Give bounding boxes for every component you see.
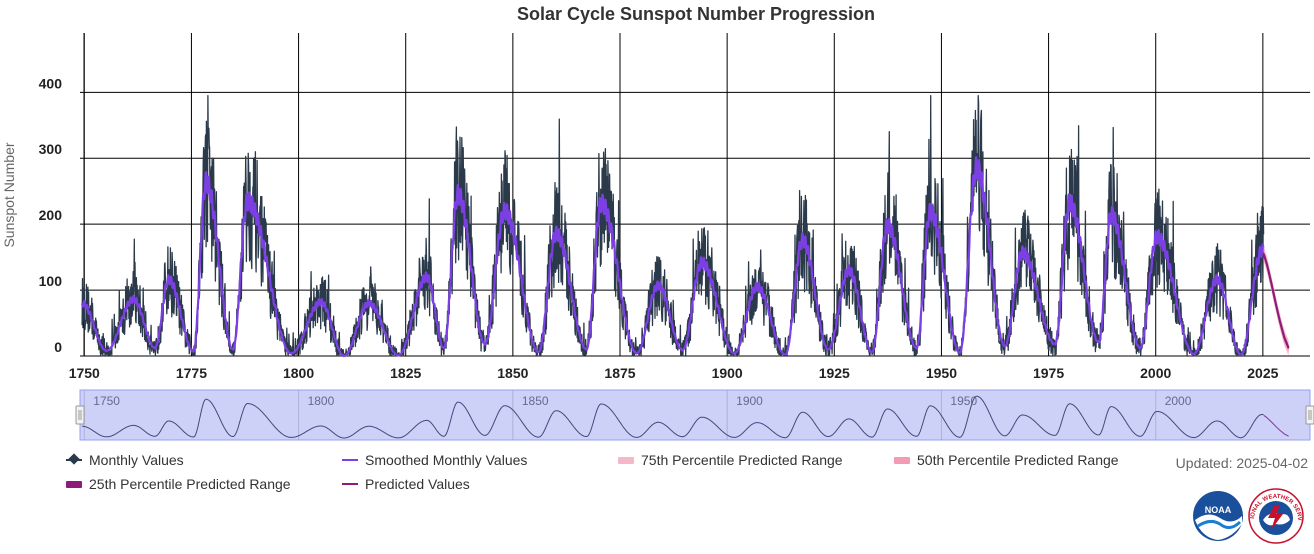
x-tick-label: 1925 [819, 365, 850, 381]
y-tick-label: 200 [39, 207, 63, 223]
navigator-right-handle[interactable] [1305, 405, 1314, 425]
y-tick-label: 400 [39, 75, 63, 91]
navigator-tick-label: 2000 [1165, 394, 1192, 408]
x-tick-labels: 1750 1775 1800 1825 1850 1875 1900 1925 1950 1975… [69, 365, 1279, 381]
x-tick-label: 1950 [926, 365, 957, 381]
legend-label: 50th Percentile Predicted Range [917, 452, 1119, 468]
series-predicted-values [1262, 253, 1290, 349]
y-tick-label: 100 [39, 273, 63, 289]
plot-area [80, 33, 1310, 356]
legend-label: Smoothed Monthly Values [365, 452, 528, 468]
navigator-tick-label: 1950 [950, 394, 977, 408]
legend-item-50th-percentile[interactable]: 50th Percentile Predicted Range [894, 452, 1119, 468]
predicted-values-swatch [342, 483, 358, 485]
handle-grip [1305, 405, 1314, 425]
legend-item-monthly-values[interactable]: Monthly Values [66, 452, 184, 468]
navigator-tick-label: 1800 [308, 394, 335, 408]
legend-label: Predicted Values [365, 476, 470, 492]
25th-percentile-swatch [66, 480, 82, 488]
legend-item-predicted-values[interactable]: Predicted Values [342, 476, 470, 492]
x-tick-label: 1750 [69, 365, 100, 381]
agency-logos: NOAA NATIONAL WEATHER SERVICE [1186, 484, 1304, 544]
series-monthly-values [81, 94, 1265, 357]
y-tick-labels: 0 100 200 300 400 [39, 75, 63, 355]
75th-percentile-swatch [618, 456, 634, 464]
50th-percentile-swatch [894, 456, 910, 464]
navigator-left-handle[interactable] [75, 405, 85, 425]
logos: NOAA NATIONAL WEATHER SERVICE [1186, 484, 1308, 548]
navigator-tick-label: 1850 [522, 394, 549, 408]
grid-lines [80, 33, 1310, 357]
y-tick-label: 300 [39, 141, 63, 157]
x-tick-label: 1825 [390, 365, 421, 381]
x-tick-label: 2025 [1247, 365, 1278, 381]
x-tick-label: 2000 [1140, 365, 1171, 381]
navigator-tick-label: 1750 [93, 394, 120, 408]
navigator-selection [79, 389, 1311, 441]
legend-label: Monthly Values [89, 452, 184, 468]
updated-date: Updated: 2025-04-02 [1175, 455, 1308, 471]
navigator-predicted-line [1263, 414, 1289, 437]
monthly-values-swatch [66, 453, 82, 465]
series-layer [81, 94, 1290, 358]
noaa-logo-text: NOAA [1205, 505, 1232, 515]
x-tick-label: 1850 [497, 365, 528, 381]
legend-label: 75th Percentile Predicted Range [641, 452, 843, 468]
legend-item-75th-percentile[interactable]: 75th Percentile Predicted Range [618, 452, 843, 468]
navigator-series-line [82, 395, 1264, 439]
x-tick-label: 1800 [283, 365, 314, 381]
legend-label: 25th Percentile Predicted Range [89, 476, 291, 492]
x-tick-label: 1875 [604, 365, 635, 381]
y-axis-label: Sunspot Number [1, 142, 17, 247]
y-tick-label: 0 [54, 339, 62, 355]
chart-title: Solar Cycle Sunspot Number Progression [517, 4, 875, 24]
legend-item-smoothed-monthly-values[interactable]: Smoothed Monthly Values [342, 452, 527, 468]
x-tick-label: 1775 [176, 365, 207, 381]
range-navigator[interactable]: 1750 1800 1850 1900 1950 2000 [75, 389, 1314, 441]
series-smoothed-monthly-values [81, 156, 1265, 358]
smoothed-values-swatch [342, 459, 358, 461]
x-tick-label: 1900 [712, 365, 743, 381]
legend-item-25th-percentile[interactable]: 25th Percentile Predicted Range [66, 476, 291, 492]
handle-grip [75, 405, 85, 425]
x-tick-label: 1975 [1033, 365, 1064, 381]
navigator-tick-label: 1900 [736, 394, 763, 408]
noaa-logo[interactable]: NOAA [1193, 491, 1243, 541]
legend: Monthly Values Smoothed Monthly Values 7… [60, 452, 1310, 502]
